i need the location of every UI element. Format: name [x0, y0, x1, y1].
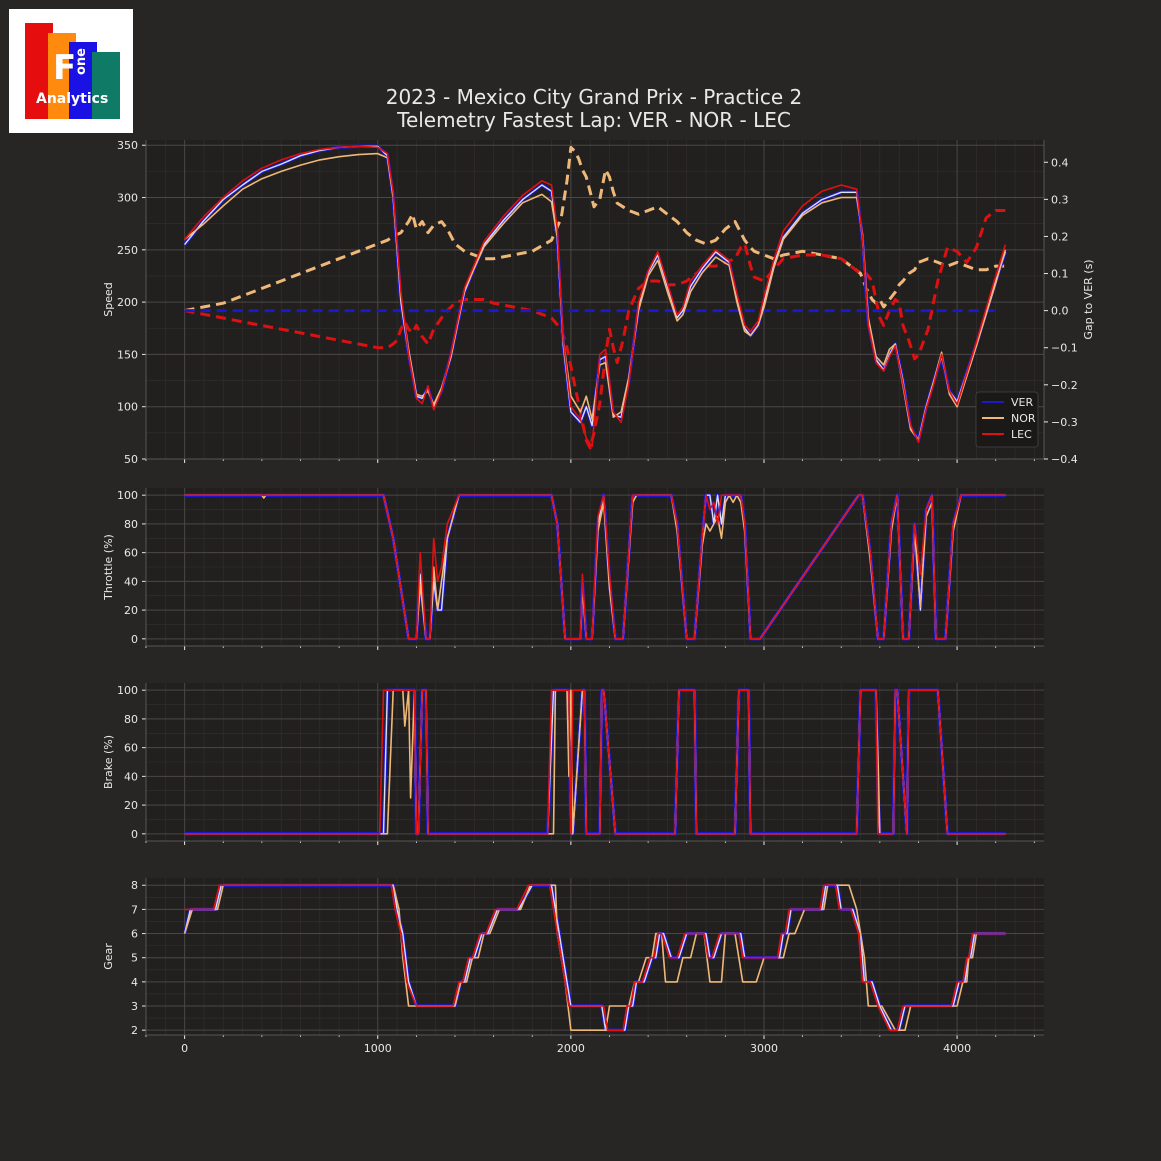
series-lec [183, 145, 1007, 448]
legend-label-nor: NOR [1011, 412, 1036, 425]
y-axis-label: Speed [102, 282, 115, 316]
x-tick-label: 3000 [750, 1042, 778, 1055]
y-tick-label: 100 [117, 489, 138, 502]
x-tick-label: 0 [181, 1042, 188, 1055]
y-tick-label: 60 [124, 742, 138, 755]
y-tick-label: 150 [117, 348, 138, 361]
panel-gear: 2 3 4 5 6 7 8 Gear 0 1000 2000 3000 4000 [102, 878, 1044, 1055]
y2-tick-label: −0.1 [1051, 342, 1078, 355]
y-tick-label: 250 [117, 244, 138, 257]
y-tick-label: 40 [124, 770, 138, 783]
y-tick-label: 100 [117, 684, 138, 697]
y-tick-label: 5 [131, 952, 138, 965]
series-lines [184, 688, 1006, 836]
series-lines [184, 493, 1006, 641]
legend: VER NOR LEC [975, 391, 1039, 448]
plot-panels: 50100150200250300350Speed−0.4−0.3−0.2−0.… [102, 139, 1095, 1055]
series-nor-gap [184, 145, 1006, 313]
y-tick-label: 40 [124, 575, 138, 588]
logo-graphic: F one Analytics [25, 23, 120, 119]
y-tick-label: 0 [131, 633, 138, 646]
y2-tick-label: 0.2 [1051, 230, 1069, 243]
panel-throttle: 0 20 40 60 80 100 Throttle (%) [102, 488, 1044, 650]
y-tick-label: 8 [131, 879, 138, 892]
y-tick-label: 80 [124, 713, 138, 726]
y2-tick-label: −0.3 [1051, 416, 1078, 429]
series-nor [183, 884, 1006, 1031]
panel-background [146, 878, 1044, 1035]
fone-analytics-logo: F one Analytics [9, 9, 133, 133]
y2-tick-label: −0.4 [1051, 453, 1078, 466]
y-axis-label: Throttle (%) [102, 534, 115, 601]
y-tick-label: 3 [131, 1000, 138, 1013]
y-tick-label: 7 [131, 903, 138, 916]
y-tick-label: 350 [117, 139, 138, 152]
y-axis-label: Gear [102, 943, 115, 970]
series-lec [184, 494, 1006, 640]
y2-tick-label: 0.0 [1051, 305, 1069, 318]
series-lines [182, 883, 1006, 1032]
logo-bar-green [92, 52, 120, 119]
y-tick-label: 60 [124, 547, 138, 560]
y-tick-label: 100 [117, 401, 138, 414]
y2-tick-label: 0.1 [1051, 268, 1069, 281]
y2-tick-label: 0.4 [1051, 156, 1069, 169]
y-tick-label: 2 [131, 1024, 138, 1037]
y-tick-label: 4 [131, 976, 138, 989]
x-tick-label: 1000 [364, 1042, 392, 1055]
y-tick-label: 300 [117, 192, 138, 205]
logo-word-analytics: Analytics [36, 91, 108, 107]
chart-subtitle: Telemetry Fastest Lap: VER - NOR - LEC [396, 108, 791, 132]
y-tick-label: 6 [131, 928, 138, 941]
series-lec [184, 884, 1006, 1031]
y-tick-label: 0 [131, 828, 138, 841]
y2-tick-label: 0.3 [1051, 193, 1069, 206]
panel-brake: 0 20 40 60 80 100 Brake (%) [102, 683, 1044, 845]
y-tick-label: 20 [124, 604, 138, 617]
series-lines [183, 144, 1008, 450]
panel-speed: 50 100 150 200 250 300 350 Speed −0.4 −0.3 −0.2 −0.… [102, 139, 1095, 466]
chart-title: 2023 - Mexico City Grand Prix - Practice… [386, 85, 803, 109]
y-tick-label: 20 [124, 799, 138, 812]
y-axis-label: Brake (%) [102, 735, 115, 789]
legend-label-ver: VER [1011, 396, 1033, 409]
y-tick-label: 50 [124, 453, 138, 466]
logo-letter-f: F [53, 48, 76, 88]
x-tick-label: 2000 [557, 1042, 585, 1055]
y-tick-label: 80 [124, 518, 138, 531]
y2-axis-label: Gap to VER (s) [1082, 259, 1095, 339]
x-tick-label: 4000 [943, 1042, 971, 1055]
y2-tick-label: −0.2 [1051, 379, 1078, 392]
legend-label-lec: LEC [1011, 428, 1032, 441]
y-tick-label: 200 [117, 296, 138, 309]
series-lec [184, 689, 1006, 835]
logo-word-one: one [74, 48, 89, 75]
